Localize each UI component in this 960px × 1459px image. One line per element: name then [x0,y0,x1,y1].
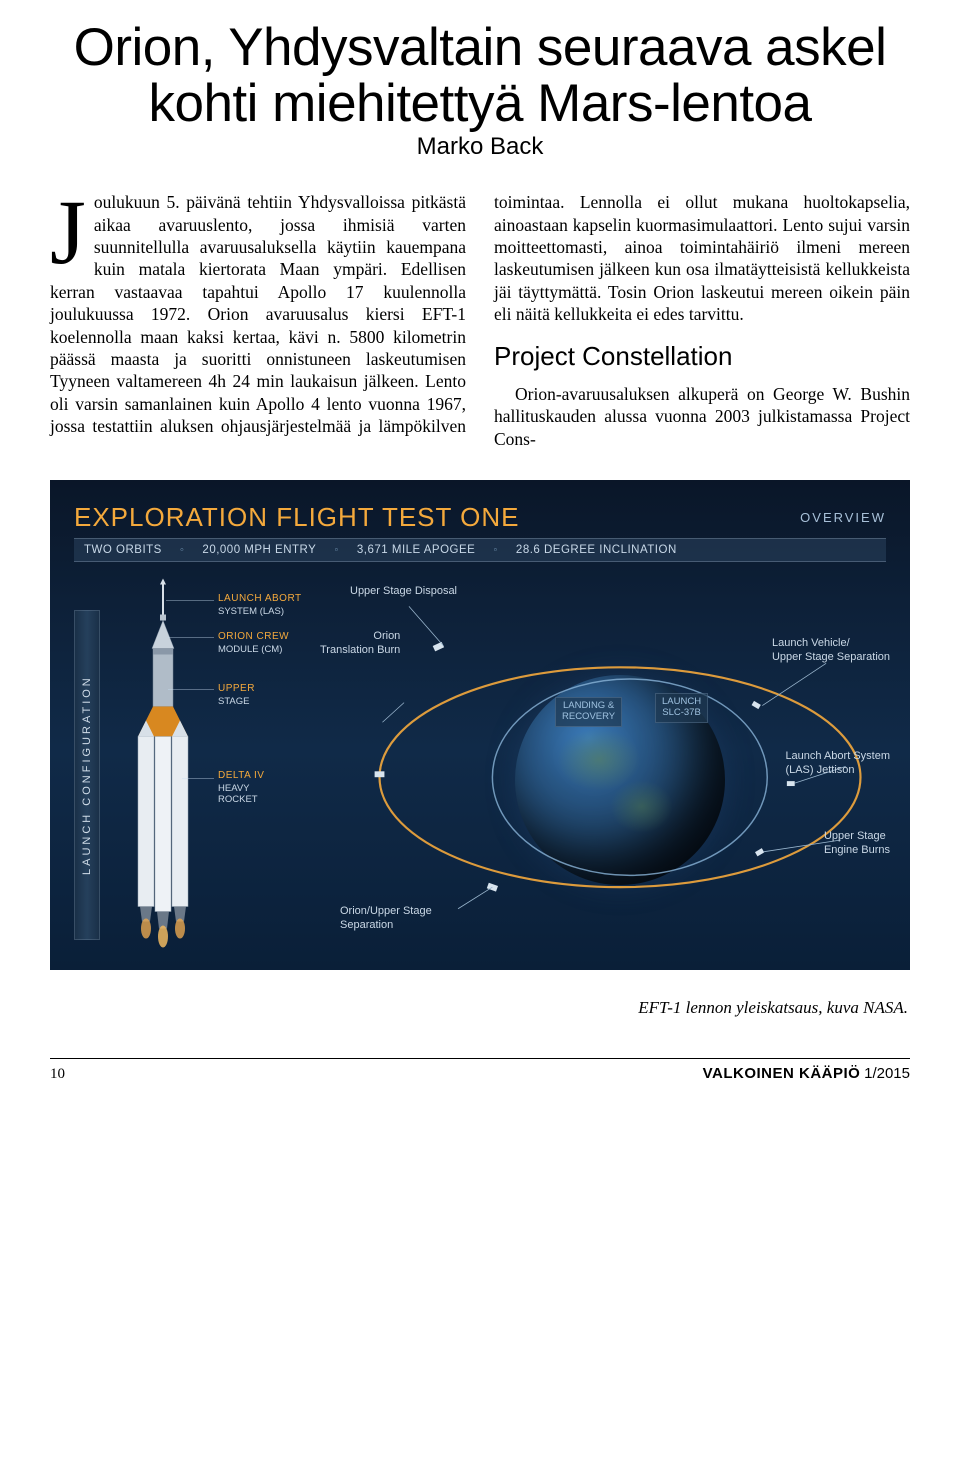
rocket-icon [118,575,208,948]
bullet-icon: ◦ [493,544,498,556]
journal-name: VALKOINEN KÄÄPIÖ [703,1065,861,1082]
earth-orbit-diagram: Upper Stage Disposal Orion Translation B… [360,575,880,948]
label-launch-vehicle-sep: Launch Vehicle/ Upper Stage Separation [772,637,890,665]
rocket-label-las: LAUNCH ABORT SYSTEM (LAS) [218,593,302,617]
label-upper-stage-disposal: Upper Stage Disposal [350,585,457,599]
subbar-item: 3,671 MILE APOGEE [357,544,475,556]
label-orion-upper-sep: Orion/Upper Stage Separation [340,905,432,933]
launch-config-sidebar: LAUNCH CONFIGURATION [74,610,100,940]
eft1-overview-figure: EXPLORATION FLIGHT TEST ONE OVERVIEW TWO… [50,480,910,970]
label-engine-burns: Upper Stage Engine Burns [824,830,890,858]
bullet-icon: ◦ [180,544,185,556]
subheading-constellation: Project Constellation [494,340,910,373]
figure-subbar: TWO ORBITS ◦ 20,000 MPH ENTRY ◦ 3,671 MI… [74,538,886,562]
figure-title: EXPLORATION FLIGHT TEST ONE [74,502,520,532]
bullet-icon: ◦ [334,544,339,556]
tag-landing: LANDING & RECOVERY [555,697,622,727]
rocket-label-delta-iv: DELTA IV HEAVY ROCKET [218,770,264,806]
article-title: Orion, Yhdysvaltain seuraava askel kohti… [50,20,910,131]
figure-overview-label: OVERVIEW [800,510,886,525]
label-orion-translation: Orion Translation Burn [320,630,400,658]
journal-issue: 1/2015 [864,1065,910,1082]
subbar-item: 28.6 DEGREE INCLINATION [516,544,677,556]
dropcap: J [50,191,94,269]
subbar-item: TWO ORBITS [84,544,162,556]
subbar-item: 20,000 MPH ENTRY [202,544,316,556]
page-footer: 10 VALKOINEN KÄÄPIÖ 1/2015 [50,1058,910,1083]
page-number: 10 [50,1066,65,1083]
rocket-label-upper-stage: UPPER STAGE [218,683,255,707]
paragraph-2: Orion-avaruusaluksen alkuperä on George … [494,383,910,450]
rocket-label-cm: ORION CREW MODULE (CM) [218,631,289,655]
article-body: Joulukuun 5. päivänä tehtiin Yhdysvalloi… [50,191,910,450]
article-author: Marko Back [50,133,910,161]
figure-caption: EFT-1 lennon yleiskatsaus, kuva NASA. [50,998,910,1018]
label-las-jettison: Launch Abort System (LAS) Jettison [785,750,890,778]
tag-launch: LAUNCH SLC-37B [655,693,708,723]
